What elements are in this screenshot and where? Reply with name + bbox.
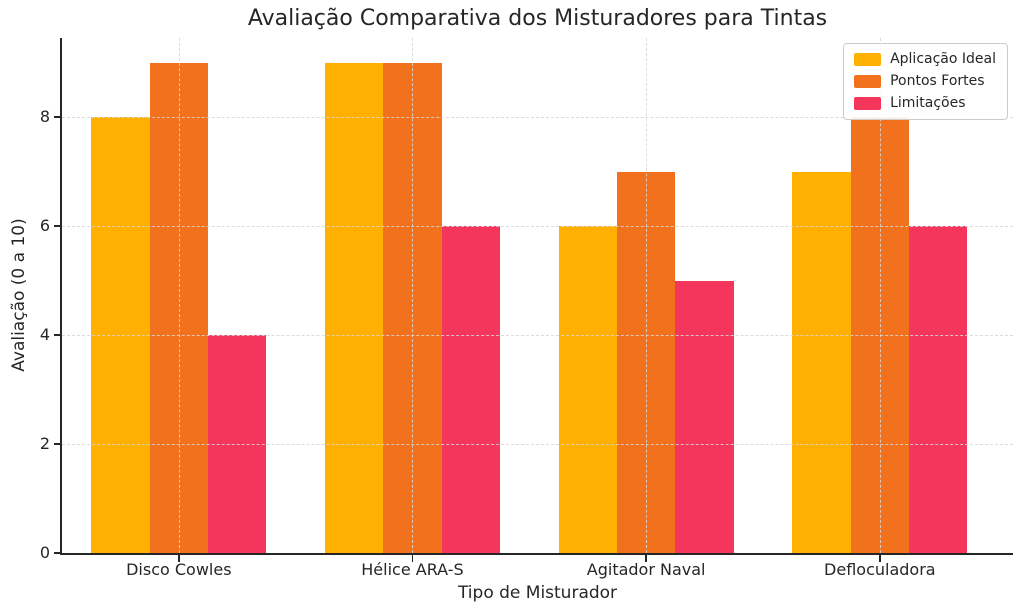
gridline-vertical (412, 38, 414, 553)
legend-item: Aplicação Ideal (854, 51, 996, 68)
legend-label: Pontos Fortes (890, 73, 985, 89)
y-tick-label: 0 (39, 543, 50, 562)
bar (149, 62, 209, 553)
bar (324, 62, 384, 553)
gridline-horizontal (62, 335, 1013, 336)
gridline-vertical (178, 38, 180, 553)
legend-swatch (854, 53, 882, 66)
chart-title: Avaliação Comparativa dos Misturadores p… (247, 6, 828, 31)
gridline-horizontal (62, 444, 1013, 445)
y-tick-mark (54, 443, 61, 445)
x-tick-mark (411, 555, 414, 562)
x-tick-label: Disco Cowles (126, 560, 232, 579)
plot-area (60, 38, 1013, 555)
x-tick-label: Agitador Naval (586, 560, 706, 579)
y-tick-mark (54, 116, 61, 118)
y-tick-label: 4 (39, 325, 50, 344)
bar (558, 226, 617, 553)
y-tick-mark (54, 225, 61, 227)
y-tick-label: 6 (39, 216, 50, 236)
bar (441, 226, 501, 553)
bar (909, 226, 968, 553)
y-tick-label: 8 (39, 107, 50, 127)
legend-label: Limitações (890, 95, 966, 111)
bar (792, 171, 851, 553)
x-tick-mark (178, 555, 180, 562)
legend-item: Pontos Fortes (854, 73, 996, 90)
gridline-horizontal (62, 117, 1013, 119)
gridline-vertical (646, 38, 648, 553)
x-tick-label: Hélice ARA-S (361, 560, 464, 579)
gridline-horizontal (62, 226, 1013, 228)
y-axis-label: Avaliação (0 a 10) (9, 218, 29, 372)
x-tick-mark (879, 555, 881, 562)
y-tick-mark (54, 334, 61, 336)
x-axis-label: Tipo de Misturador (457, 583, 618, 603)
x-tick-label: Defloculadora (824, 560, 936, 579)
bar (675, 280, 734, 553)
legend-swatch (854, 75, 882, 88)
legend-swatch (854, 97, 882, 110)
y-tick-label: 2 (39, 434, 50, 453)
x-tick-mark (645, 555, 647, 562)
legend: Aplicação Ideal Pontos Fortes Limitações (843, 43, 1008, 120)
y-tick-mark (54, 552, 61, 554)
legend-label: Aplicação Ideal (890, 51, 996, 67)
legend-item: Limitações (854, 95, 996, 112)
gridline-vertical (879, 38, 881, 553)
bar (208, 335, 267, 553)
